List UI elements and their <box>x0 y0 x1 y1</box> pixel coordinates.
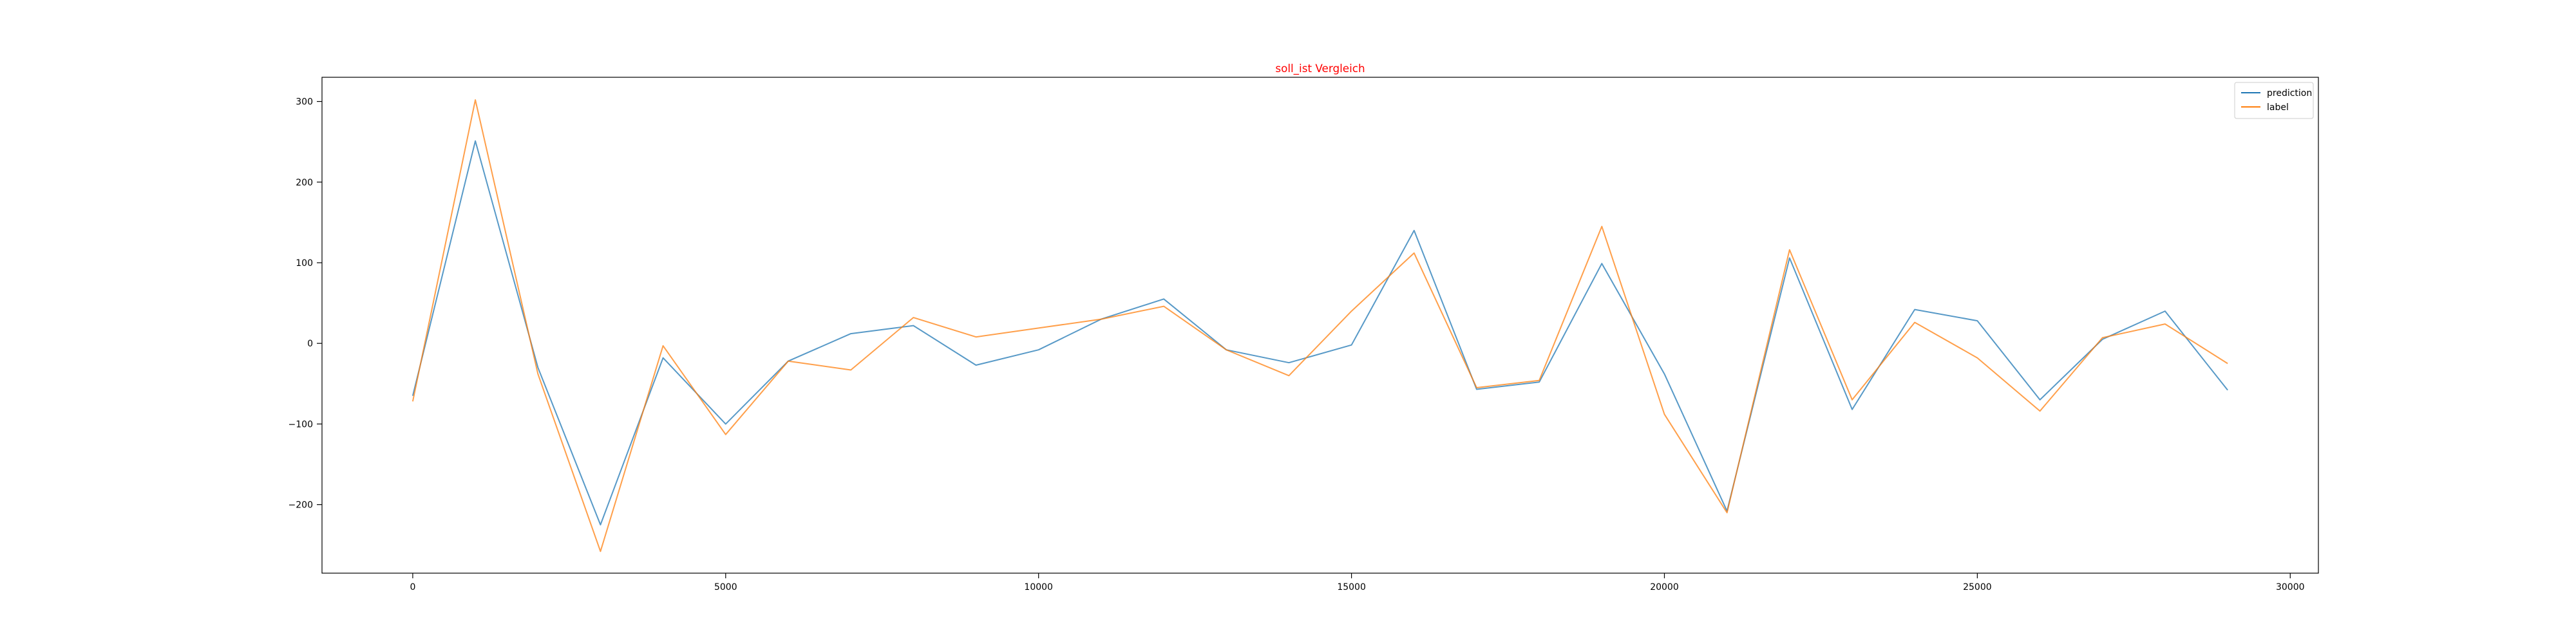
x-tick-label: 25000 <box>1963 582 1992 592</box>
y-tick-label: 0 <box>307 339 313 349</box>
y-axis: −200 −100 0 100 200 300 <box>289 97 322 511</box>
chart-title: soll_ist Vergleich <box>1275 62 1365 75</box>
x-axis: 0 5000 10000 15000 20000 25000 30000 <box>410 573 2305 592</box>
y-tick-label: 100 <box>296 258 313 269</box>
y-tick-label: −100 <box>289 419 313 430</box>
legend-label-label: label <box>2267 102 2289 113</box>
x-tick-label: 15000 <box>1337 582 1366 592</box>
legend-box <box>2234 82 2314 119</box>
series-line-label <box>412 99 2228 553</box>
x-tick-label: 5000 <box>714 582 737 592</box>
x-tick-label: 0 <box>410 582 415 592</box>
x-tick-label: 20000 <box>1650 582 1679 592</box>
x-tick-label: 30000 <box>2276 582 2305 592</box>
y-tick-label: 200 <box>296 178 313 188</box>
y-tick-label: −200 <box>289 500 313 511</box>
series-group <box>412 99 2228 553</box>
legend-label-prediction: prediction <box>2267 88 2312 99</box>
y-tick-label: 300 <box>296 97 313 108</box>
legend: prediction label <box>2234 82 2314 119</box>
x-tick-label: 10000 <box>1024 582 1053 592</box>
plot-frame <box>321 77 2319 574</box>
series-line-prediction <box>412 140 2228 526</box>
